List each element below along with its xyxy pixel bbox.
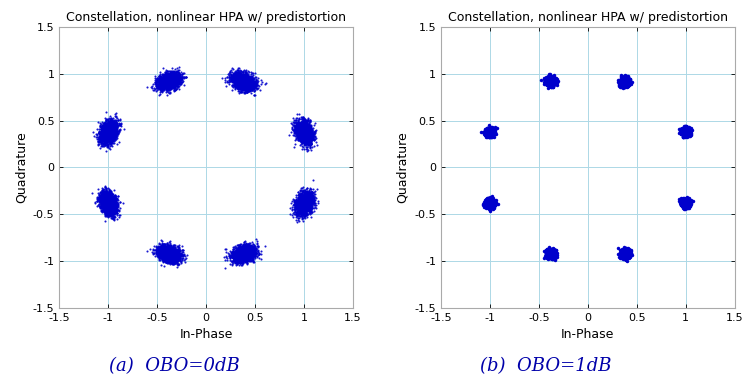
- Title: Constellation, nonlinear HPA w/ predistortion: Constellation, nonlinear HPA w/ predisto…: [66, 12, 347, 24]
- X-axis label: In-Phase: In-Phase: [561, 328, 614, 341]
- Y-axis label: Quadrature: Quadrature: [396, 132, 409, 203]
- X-axis label: In-Phase: In-Phase: [180, 328, 233, 341]
- Text: (b)  OBO=1dB: (b) OBO=1dB: [479, 357, 611, 375]
- Title: Constellation, nonlinear HPA w/ predistortion: Constellation, nonlinear HPA w/ predisto…: [447, 12, 728, 24]
- Y-axis label: Quadrature: Quadrature: [14, 132, 27, 203]
- Text: (a)  OBO=0dB: (a) OBO=0dB: [109, 357, 240, 375]
